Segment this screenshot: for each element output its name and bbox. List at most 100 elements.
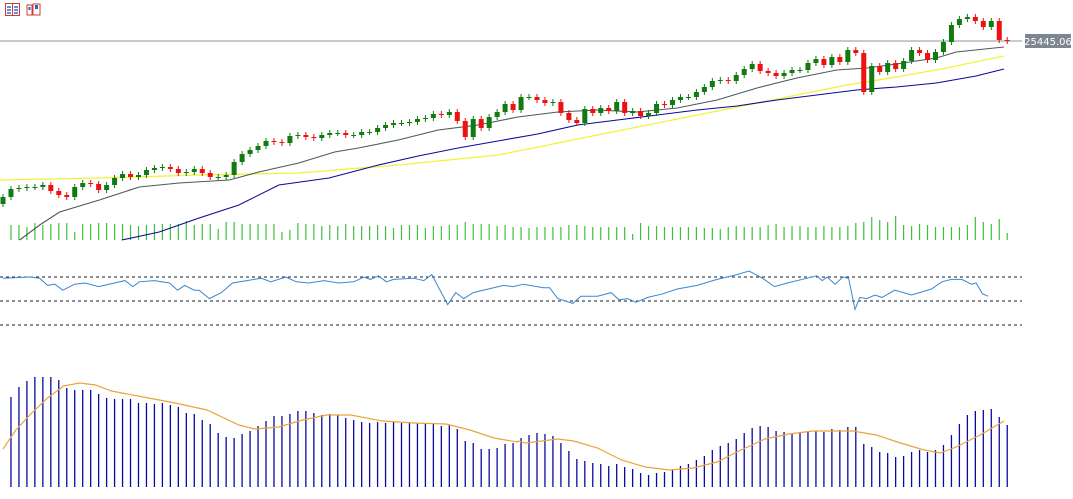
- candle-body: [303, 135, 309, 137]
- candle-body: [120, 174, 126, 178]
- candle-body: [669, 100, 675, 105]
- bearish-candle: [765, 68, 771, 76]
- bullish-candle: [813, 56, 819, 66]
- candle-body: [534, 97, 540, 100]
- candle-body: [558, 102, 564, 113]
- bullish-candle: [247, 147, 253, 157]
- bullish-candle: [630, 108, 636, 116]
- bearish-candle: [773, 70, 779, 79]
- bearish-candle: [96, 181, 102, 193]
- candle-body: [319, 135, 325, 138]
- candle-body: [972, 17, 978, 21]
- bullish-candle: [255, 143, 261, 153]
- bearish-candle: [622, 99, 628, 116]
- candle-body: [16, 188, 22, 189]
- candle-body: [964, 17, 970, 19]
- chart-list-icon[interactable]: [5, 3, 20, 16]
- candle-body: [630, 111, 636, 113]
- candle-body: [861, 53, 867, 92]
- bearish-candle: [167, 164, 173, 172]
- bullish-candle: [869, 63, 875, 95]
- bullish-candle: [948, 22, 954, 45]
- save-template-icon[interactable]: [26, 3, 41, 16]
- candle-body: [478, 119, 484, 128]
- candle-body: [741, 69, 747, 75]
- bearish-candle: [757, 61, 763, 74]
- bullish-candle: [486, 114, 492, 131]
- candle-body: [733, 75, 739, 81]
- bullish-candle: [709, 78, 715, 90]
- bearish-candle: [311, 134, 317, 141]
- candle-body: [343, 133, 349, 135]
- candle-body: [80, 183, 86, 187]
- bearish-candle: [56, 188, 62, 198]
- bullish-candle: [988, 18, 994, 30]
- candle-body: [295, 135, 301, 136]
- bearish-candle: [725, 77, 731, 84]
- bearish-candle: [821, 56, 827, 68]
- candle-body: [566, 113, 572, 120]
- candle-body: [988, 21, 994, 27]
- bearish-candle: [853, 47, 859, 56]
- candle-body: [885, 63, 891, 72]
- bearish-candle: [199, 166, 205, 176]
- macd-signal-line: [2, 382, 1005, 471]
- bearish-candle: [877, 63, 883, 75]
- candle-body: [438, 114, 444, 115]
- candle-body: [335, 133, 341, 134]
- bullish-candle: [319, 132, 325, 141]
- candle-body: [72, 187, 78, 197]
- bullish-candle: [717, 77, 723, 84]
- candle-body: [590, 109, 596, 113]
- bullish-candle: [430, 111, 436, 121]
- candle-body: [239, 154, 245, 162]
- bullish-candle: [789, 67, 795, 76]
- candle-body: [773, 73, 779, 76]
- candle-body: [64, 195, 70, 197]
- bullish-candle: [263, 138, 269, 149]
- candle-body: [526, 97, 532, 98]
- candle-body: [96, 184, 102, 190]
- bullish-candle: [781, 70, 787, 79]
- bullish-candle: [414, 116, 420, 125]
- bearish-candle: [207, 170, 213, 180]
- candle-body: [853, 50, 859, 53]
- candle-body: [622, 102, 628, 113]
- current-price-label-text: 25445.06: [1024, 37, 1072, 48]
- candle-body: [112, 178, 118, 185]
- bullish-candle: [956, 16, 962, 28]
- candle-body: [143, 170, 149, 175]
- bullish-candle: [502, 101, 508, 115]
- candle-body: [24, 187, 30, 188]
- bullish-candle: [422, 115, 428, 122]
- bullish-candle: [701, 84, 707, 95]
- bullish-candle: [805, 60, 811, 73]
- bullish-candle: [327, 130, 333, 138]
- candle-body: [502, 104, 508, 112]
- bullish-candle: [351, 132, 357, 138]
- candle-body: [56, 191, 62, 195]
- candle-body: [231, 162, 237, 175]
- slow-moving-average-line: [0, 55, 1005, 181]
- bullish-candle: [72, 184, 78, 200]
- candle-body: [430, 114, 436, 118]
- candle-body: [932, 52, 938, 60]
- candle-body: [175, 169, 181, 173]
- candle-body: [821, 59, 827, 65]
- candle-body: [247, 150, 253, 154]
- bearish-candle: [542, 97, 548, 106]
- candle-body: [494, 112, 500, 117]
- bearish-candle: [343, 130, 349, 138]
- bullish-candle: [295, 132, 301, 139]
- bullish-candle: [749, 61, 755, 72]
- candle-body: [917, 50, 923, 53]
- candle-body: [151, 168, 157, 170]
- candle-body: [701, 87, 707, 92]
- bullish-candle: [8, 186, 14, 200]
- bearish-candle: [980, 18, 986, 30]
- candle-body: [789, 70, 795, 73]
- candle-body: [542, 100, 548, 103]
- candle-body: [406, 122, 412, 123]
- bullish-candle: [32, 184, 38, 190]
